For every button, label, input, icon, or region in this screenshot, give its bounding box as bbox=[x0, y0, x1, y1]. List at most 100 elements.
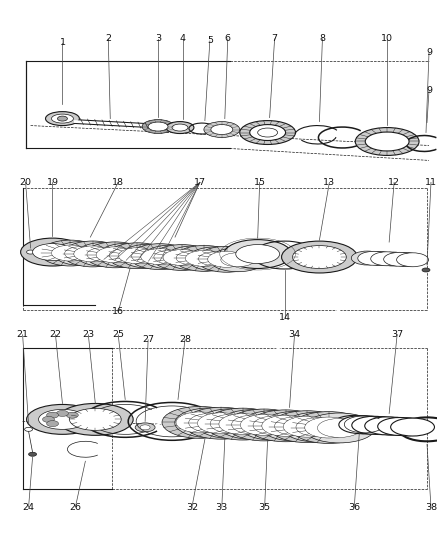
Text: 19: 19 bbox=[46, 178, 59, 187]
Ellipse shape bbox=[41, 240, 100, 266]
Text: 3: 3 bbox=[155, 35, 161, 43]
Ellipse shape bbox=[197, 246, 257, 272]
Ellipse shape bbox=[63, 241, 123, 267]
Ellipse shape bbox=[46, 421, 59, 426]
Ellipse shape bbox=[371, 417, 415, 435]
Text: 27: 27 bbox=[142, 335, 154, 344]
Ellipse shape bbox=[345, 416, 389, 434]
Ellipse shape bbox=[422, 268, 430, 272]
Text: 37: 37 bbox=[391, 330, 403, 339]
Ellipse shape bbox=[162, 407, 238, 438]
Ellipse shape bbox=[358, 252, 390, 265]
Ellipse shape bbox=[69, 408, 121, 430]
Ellipse shape bbox=[397, 253, 428, 266]
Ellipse shape bbox=[236, 245, 279, 263]
Ellipse shape bbox=[262, 415, 310, 437]
Ellipse shape bbox=[240, 120, 296, 144]
Ellipse shape bbox=[52, 114, 74, 123]
Ellipse shape bbox=[226, 409, 302, 441]
Ellipse shape bbox=[148, 122, 168, 131]
Ellipse shape bbox=[27, 250, 35, 254]
Ellipse shape bbox=[232, 415, 276, 434]
Ellipse shape bbox=[250, 125, 286, 141]
Text: 5: 5 bbox=[207, 36, 213, 45]
Ellipse shape bbox=[87, 247, 121, 261]
Ellipse shape bbox=[152, 245, 212, 270]
Ellipse shape bbox=[218, 409, 290, 440]
Ellipse shape bbox=[185, 251, 223, 266]
Ellipse shape bbox=[85, 242, 145, 268]
Ellipse shape bbox=[291, 411, 367, 443]
Text: 17: 17 bbox=[194, 178, 206, 187]
Text: 22: 22 bbox=[49, 330, 61, 339]
Ellipse shape bbox=[118, 248, 156, 264]
Text: 13: 13 bbox=[323, 178, 336, 187]
Ellipse shape bbox=[211, 125, 233, 134]
Ellipse shape bbox=[239, 410, 311, 440]
Text: 26: 26 bbox=[69, 503, 81, 512]
Ellipse shape bbox=[332, 415, 376, 433]
Ellipse shape bbox=[378, 417, 421, 435]
Ellipse shape bbox=[52, 245, 89, 261]
Ellipse shape bbox=[165, 246, 221, 270]
Ellipse shape bbox=[224, 240, 292, 269]
Text: 33: 33 bbox=[215, 503, 228, 512]
Ellipse shape bbox=[318, 418, 361, 438]
Ellipse shape bbox=[175, 408, 247, 438]
Ellipse shape bbox=[189, 414, 233, 432]
Ellipse shape bbox=[176, 412, 224, 433]
Ellipse shape bbox=[141, 249, 179, 264]
Ellipse shape bbox=[163, 249, 201, 265]
Ellipse shape bbox=[32, 244, 72, 261]
Ellipse shape bbox=[204, 122, 240, 138]
Ellipse shape bbox=[130, 244, 190, 270]
Text: 8: 8 bbox=[319, 35, 325, 43]
Text: 10: 10 bbox=[381, 35, 393, 43]
Ellipse shape bbox=[27, 405, 98, 434]
Text: 4: 4 bbox=[180, 35, 186, 43]
Ellipse shape bbox=[120, 244, 177, 268]
Text: 1: 1 bbox=[60, 38, 65, 47]
Ellipse shape bbox=[154, 250, 188, 264]
Ellipse shape bbox=[391, 418, 434, 436]
Ellipse shape bbox=[98, 244, 154, 267]
Ellipse shape bbox=[275, 417, 318, 435]
Text: 12: 12 bbox=[388, 178, 400, 187]
Text: 9: 9 bbox=[426, 49, 432, 58]
Ellipse shape bbox=[76, 243, 132, 266]
Ellipse shape bbox=[205, 408, 281, 440]
Ellipse shape bbox=[384, 418, 428, 435]
Ellipse shape bbox=[365, 417, 409, 435]
Ellipse shape bbox=[384, 252, 416, 266]
Ellipse shape bbox=[219, 414, 267, 434]
Ellipse shape bbox=[172, 124, 188, 131]
Ellipse shape bbox=[66, 412, 78, 418]
Ellipse shape bbox=[253, 416, 297, 435]
Ellipse shape bbox=[240, 415, 288, 435]
Ellipse shape bbox=[210, 414, 254, 433]
Ellipse shape bbox=[46, 412, 59, 418]
Ellipse shape bbox=[74, 246, 112, 262]
Ellipse shape bbox=[196, 409, 268, 439]
Text: 23: 23 bbox=[82, 330, 95, 339]
Ellipse shape bbox=[46, 111, 79, 126]
Ellipse shape bbox=[248, 410, 324, 442]
Ellipse shape bbox=[28, 453, 36, 456]
Ellipse shape bbox=[365, 132, 409, 151]
Ellipse shape bbox=[293, 246, 346, 269]
Text: 25: 25 bbox=[112, 330, 124, 339]
Ellipse shape bbox=[187, 247, 244, 271]
Text: 2: 2 bbox=[105, 35, 111, 43]
Ellipse shape bbox=[208, 252, 246, 267]
Text: 24: 24 bbox=[23, 503, 35, 512]
Text: 16: 16 bbox=[112, 308, 124, 316]
Ellipse shape bbox=[54, 241, 110, 265]
Ellipse shape bbox=[166, 122, 194, 134]
Ellipse shape bbox=[143, 245, 199, 269]
Ellipse shape bbox=[339, 416, 383, 434]
Ellipse shape bbox=[390, 253, 422, 266]
Ellipse shape bbox=[282, 241, 357, 273]
Text: 7: 7 bbox=[272, 35, 278, 43]
Ellipse shape bbox=[96, 247, 134, 263]
Ellipse shape bbox=[57, 410, 68, 416]
